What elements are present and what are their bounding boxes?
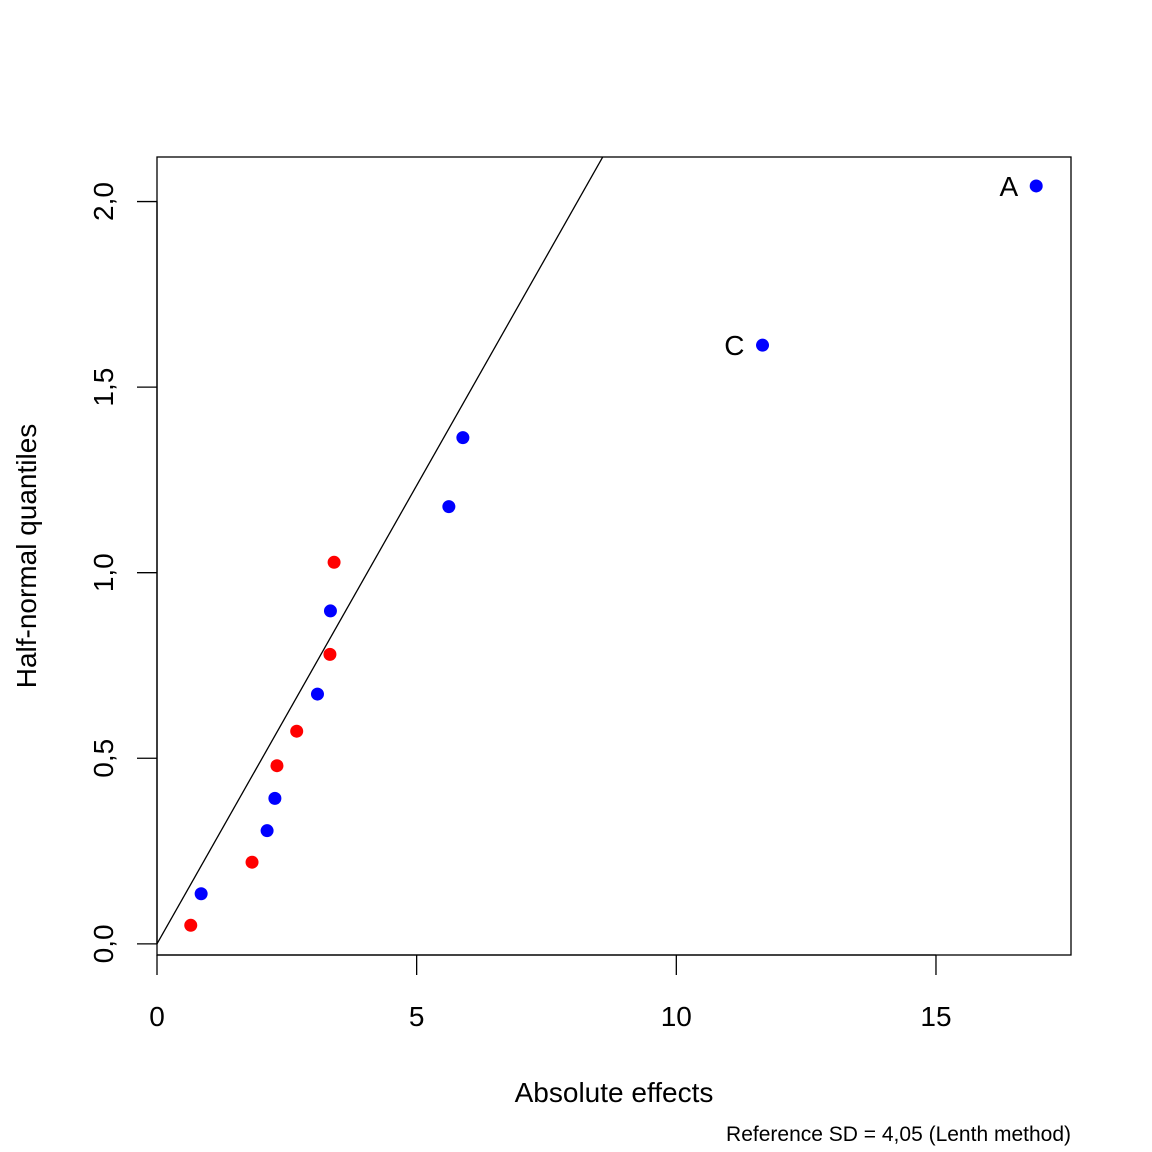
data-point-red <box>270 759 284 773</box>
data-point-red <box>323 647 337 661</box>
data-point-blue <box>323 604 337 618</box>
y-tick-label: 0,5 <box>88 739 119 778</box>
y-axis-label: Half-normal quantiles <box>11 424 42 689</box>
data-point-blue <box>756 338 770 352</box>
point-label-c: C <box>724 330 744 361</box>
reference-sd-note: Reference SD = 4,05 (Lenth method) <box>726 1123 1071 1146</box>
reference-line <box>157 157 604 945</box>
y-axis: 0,0 0,5 1,0 1,5 2,0 <box>88 182 158 963</box>
data-point-red <box>245 855 259 869</box>
x-axis-label: Absolute effects <box>515 1077 714 1108</box>
x-axis: 0 5 10 15 <box>149 954 952 1032</box>
data-point-blue <box>442 500 456 514</box>
x-tick-label: 15 <box>920 1001 951 1032</box>
data-point-blue <box>310 687 324 701</box>
y-tick-label: 1,5 <box>88 368 119 407</box>
data-point-blue <box>1029 179 1043 193</box>
y-tick-label: 1,0 <box>88 553 119 592</box>
point-label-a: A <box>1000 171 1019 202</box>
data-point-blue <box>194 887 208 901</box>
point-labels: CA <box>724 171 1018 361</box>
y-tick-label: 2,0 <box>88 182 119 221</box>
x-tick-label: 5 <box>409 1001 425 1032</box>
data-point-blue <box>456 431 470 445</box>
data-point-red <box>290 724 304 738</box>
data-point-red <box>184 918 198 932</box>
data-points <box>184 179 1043 932</box>
data-point-blue <box>260 824 274 838</box>
y-tick-label: 0,0 <box>88 924 119 963</box>
data-point-red <box>327 555 341 569</box>
plot-frame <box>156 156 1072 956</box>
x-tick-label: 10 <box>661 1001 692 1032</box>
x-tick-label: 0 <box>149 1001 165 1032</box>
data-point-blue <box>268 791 282 805</box>
